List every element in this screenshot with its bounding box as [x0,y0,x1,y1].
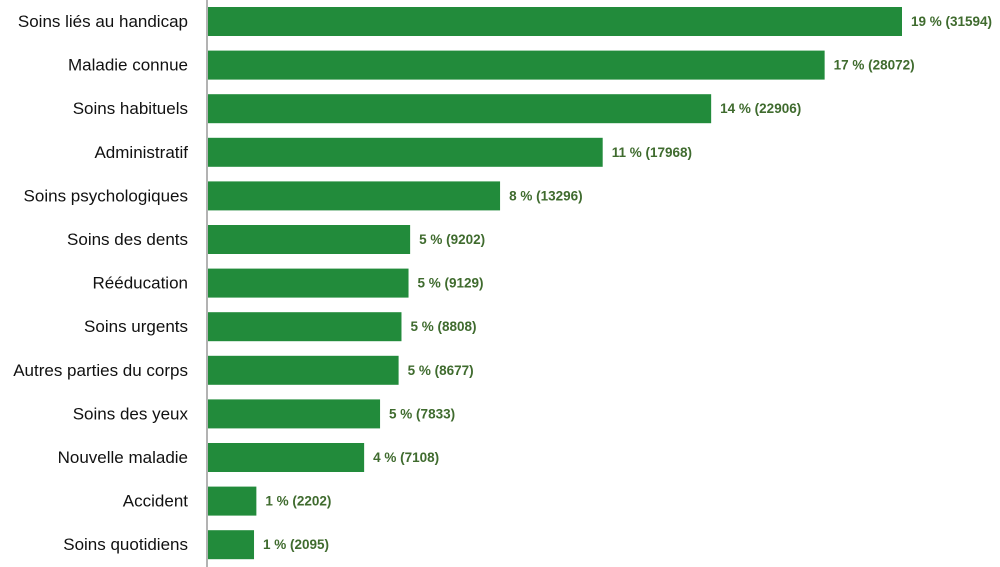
bar [208,50,825,80]
bar [208,7,902,36]
data-label: 5 % (8808) [410,319,476,334]
data-label: 5 % (8677) [408,363,474,378]
data-label: 5 % (7833) [389,406,455,421]
data-label: 1 % (2095) [263,537,329,552]
bar [208,268,409,298]
category-label: Soins des yeux [73,404,189,423]
category-label: Autres parties du corps [13,361,188,380]
bar [208,181,501,211]
bar [208,312,402,342]
data-label: 11 % (17968) [612,145,692,160]
category-label: Soins habituels [73,99,188,118]
bar [208,225,411,254]
bar [208,355,399,385]
bars-layer: Soins liés au handicap 19 % (31594) Maladi… [13,7,992,560]
data-label: 5 % (9129) [418,276,484,291]
bar [208,530,255,560]
category-label: Soins urgents [84,317,188,336]
data-label: 5 % (9202) [419,232,485,247]
data-label: 14 % (22906) [720,101,801,116]
data-label: 4 % (7108) [373,450,439,465]
category-label: Soins psychologiques [24,186,188,205]
bar [208,486,257,516]
category-label: Accident [123,492,188,511]
data-label: 8 % (13296) [509,188,583,203]
category-label: Administratif [94,143,188,162]
data-label: 1 % (2202) [265,494,331,509]
bar [208,443,365,472]
category-label: Rééducation [93,274,188,293]
category-label: Soins quotidiens [63,535,188,554]
bar [208,137,603,167]
bar [208,94,712,124]
category-label: Maladie connue [68,56,188,75]
data-label: 17 % (28072) [834,58,915,73]
bar [208,399,381,429]
category-label: Soins liés au handicap [18,12,188,31]
category-label: Soins des dents [67,230,188,249]
data-label: 19 % (31594) [911,14,992,29]
category-label: Nouvelle maladie [58,448,188,467]
